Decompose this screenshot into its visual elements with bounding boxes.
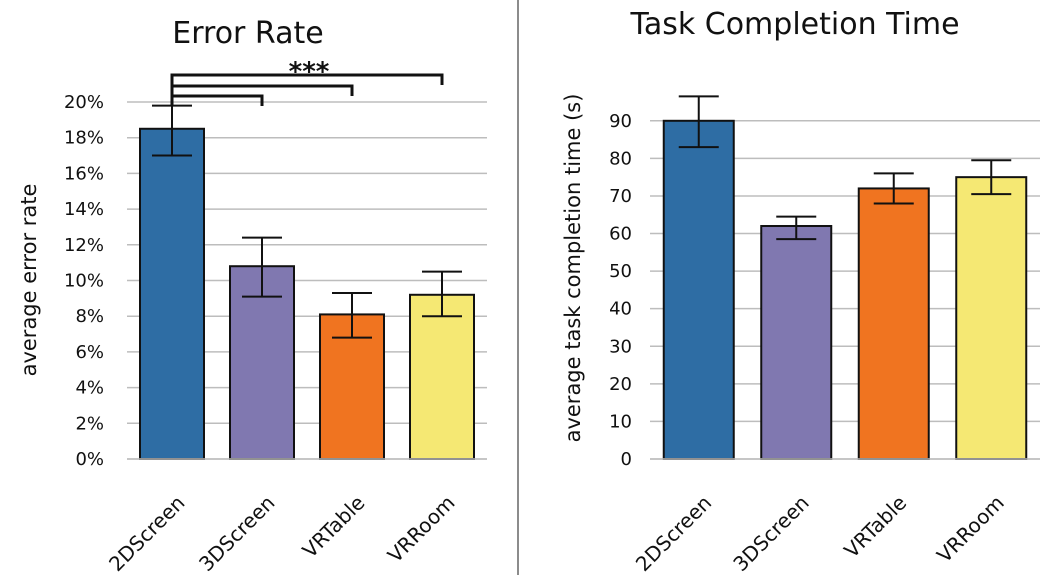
x-category-label: 3DScreen <box>194 491 279 575</box>
chart-title: Task Completion Time <box>629 7 959 42</box>
x-category-label: VRTable <box>298 491 370 563</box>
y-tick-label: 8% <box>75 306 104 327</box>
y-tick-label: 0% <box>75 449 104 470</box>
error-rate-chart: Error Rate average error rate 0% 2% 4% 6% 8%… <box>17 16 487 576</box>
y-tick-label: 40 <box>609 299 632 320</box>
bar-vrtable <box>857 187 930 460</box>
y-axis-label: average task completion time (s) <box>561 94 585 443</box>
significance-bracket <box>170 94 264 106</box>
x-category-label: VRRoom <box>383 491 460 568</box>
x-category-label: VRRoom <box>932 491 1009 568</box>
y-tick-label: 80 <box>609 148 632 169</box>
y-tick-label: 12% <box>64 235 104 256</box>
bar-vrroom <box>955 176 1028 460</box>
y-tick-label: 6% <box>75 342 104 363</box>
bar-3dscreen <box>760 225 833 460</box>
y-tick-label: 30 <box>609 336 632 357</box>
significance-bracket <box>170 84 354 96</box>
bar-2dscreen <box>662 119 735 461</box>
y-tick-label: 18% <box>64 128 104 149</box>
y-tick-label: 0 <box>621 449 632 470</box>
x-category-label: 2DScreen <box>631 491 716 575</box>
chart-title: Error Rate <box>172 16 323 51</box>
y-axis-label: average error rate <box>17 184 41 377</box>
significance-bracket <box>170 73 444 85</box>
y-tick-label: 70 <box>609 186 632 207</box>
bar-3dscreen <box>229 265 295 460</box>
x-category-label: 3DScreen <box>728 491 813 575</box>
bar-vrroom <box>409 293 475 460</box>
y-tick-label: 90 <box>609 111 632 132</box>
y-tick-label: 10 <box>609 411 632 432</box>
y-tick-label: 50 <box>609 261 632 282</box>
y-tick-label: 16% <box>64 163 104 184</box>
significance-label: *** <box>289 57 330 87</box>
bar-2dscreen <box>139 127 205 460</box>
y-tick-label: 10% <box>64 271 104 292</box>
y-tick-label: 4% <box>75 378 104 399</box>
x-category-label: VRTable <box>839 491 911 563</box>
y-tick-label: 20 <box>609 374 632 395</box>
y-tick-label: 20% <box>64 92 104 113</box>
y-tick-label: 14% <box>64 199 104 220</box>
task-completion-time-chart: Task Completion Time average task comple… <box>561 7 1040 576</box>
y-tick-label: 2% <box>75 413 104 434</box>
x-category-label: 2DScreen <box>104 491 189 575</box>
y-tick-label: 60 <box>609 224 632 245</box>
